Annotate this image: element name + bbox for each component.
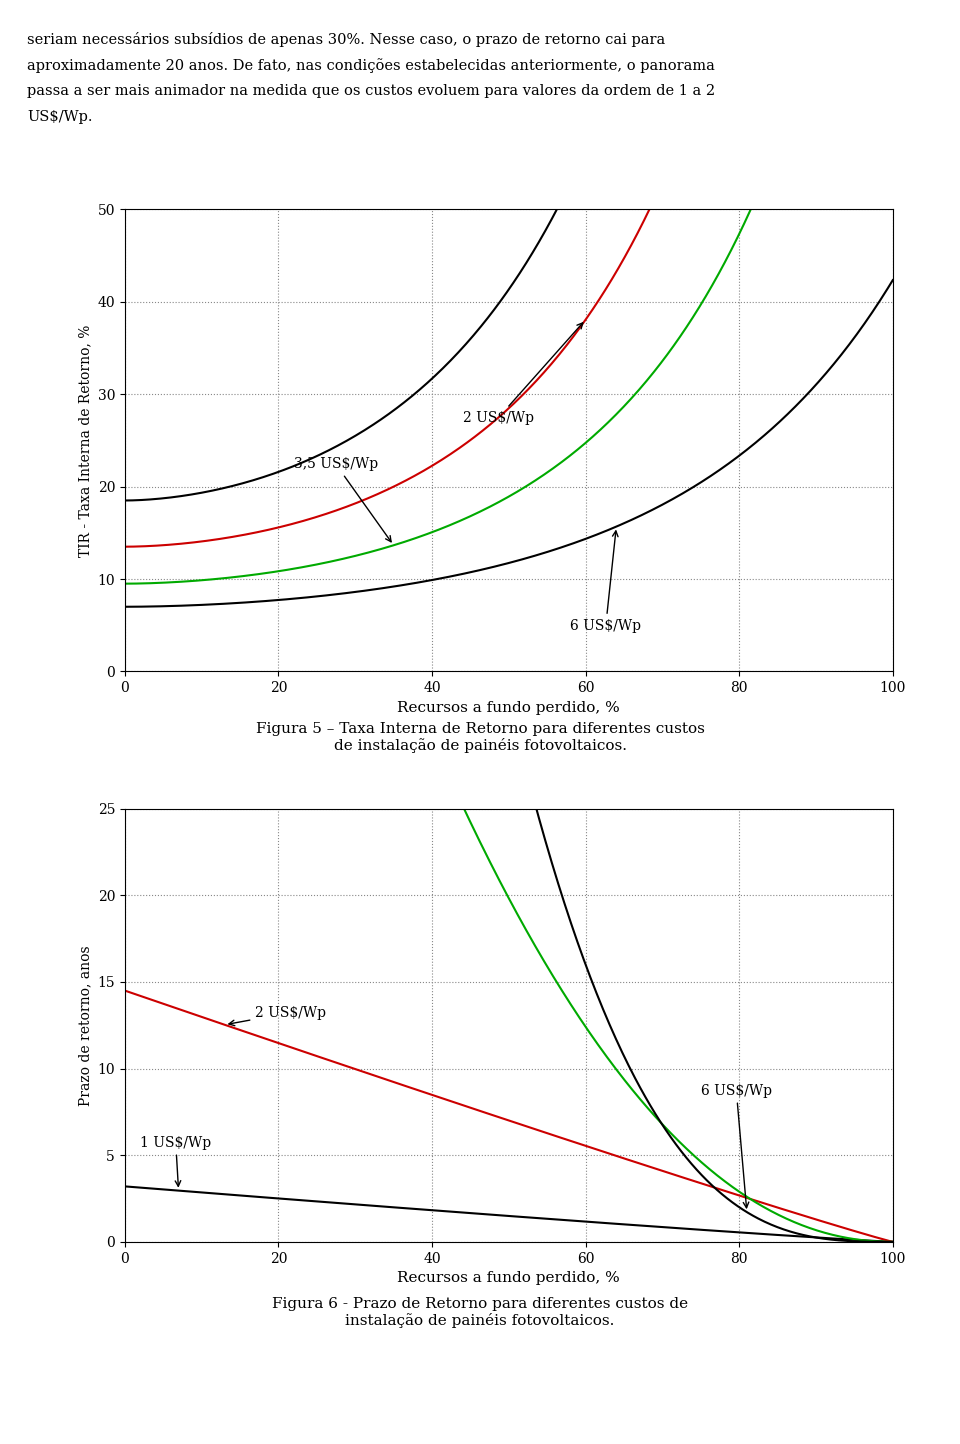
Text: 1 US$/Wp: 1 US$/Wp (140, 1135, 211, 1187)
Text: 6 US$/Wp: 6 US$/Wp (701, 1083, 772, 1207)
Text: seriam necessários subsídios de apenas 30%. Nesse caso, o prazo de retorno cai p: seriam necessários subsídios de apenas 3… (27, 32, 665, 46)
Text: passa a ser mais animador na medida que os custos evoluem para valores da ordem : passa a ser mais animador na medida que … (27, 84, 715, 98)
Text: Figura 6 - Prazo de Retorno para diferentes custos de
instalação de painéis foto: Figura 6 - Prazo de Retorno para diferen… (272, 1297, 688, 1328)
Text: 3,5 US$/Wp: 3,5 US$/Wp (294, 458, 391, 542)
Text: aproximadamente 20 anos. De fato, nas condições estabelecidas anteriormente, o p: aproximadamente 20 anos. De fato, nas co… (27, 58, 715, 72)
Text: 2 US$/Wp: 2 US$/Wp (463, 323, 583, 425)
X-axis label: Recursos a fundo perdido, %: Recursos a fundo perdido, % (397, 1271, 620, 1285)
Text: Figura 5 – Taxa Interna de Retorno para diferentes custos
de instalação de painé: Figura 5 – Taxa Interna de Retorno para … (255, 722, 705, 754)
Text: 6 US$/Wp: 6 US$/Wp (570, 531, 641, 632)
Text: 2 US$/Wp: 2 US$/Wp (228, 1005, 326, 1025)
Y-axis label: TIR - Taxa Interna de Retorno, %: TIR - Taxa Interna de Retorno, % (78, 325, 92, 556)
Text: US$/Wp.: US$/Wp. (27, 110, 92, 124)
X-axis label: Recursos a fundo perdido, %: Recursos a fundo perdido, % (397, 700, 620, 715)
Y-axis label: Prazo de retorno, anos: Prazo de retorno, anos (78, 944, 92, 1106)
